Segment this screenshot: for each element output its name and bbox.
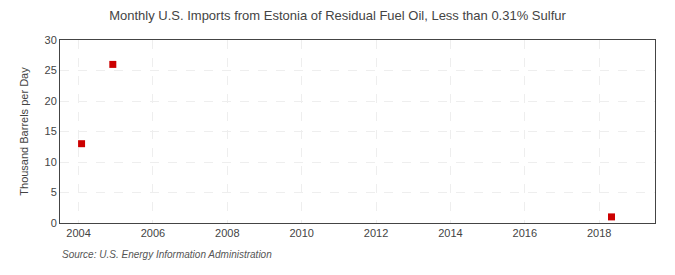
svg-text:2008: 2008 — [215, 227, 239, 239]
svg-text:Source: U.S. Energy Informatio: Source: U.S. Energy Information Administ… — [62, 249, 272, 260]
svg-text:20: 20 — [45, 95, 57, 107]
svg-text:2004: 2004 — [66, 227, 90, 239]
svg-text:25: 25 — [45, 64, 57, 76]
svg-text:2012: 2012 — [364, 227, 388, 239]
svg-text:15: 15 — [45, 125, 57, 137]
svg-text:10: 10 — [45, 156, 57, 168]
svg-text:2018: 2018 — [587, 227, 611, 239]
svg-text:0: 0 — [51, 217, 57, 229]
svg-text:Monthly U.S. Imports from Esto: Monthly U.S. Imports from Estonia of Res… — [109, 8, 566, 23]
svg-text:Thousand Barrels per Day: Thousand Barrels per Day — [18, 67, 30, 196]
svg-text:2010: 2010 — [289, 227, 313, 239]
svg-text:2016: 2016 — [513, 227, 537, 239]
svg-text:30: 30 — [45, 34, 57, 46]
svg-text:2014: 2014 — [438, 227, 462, 239]
svg-text:2006: 2006 — [141, 227, 165, 239]
svg-text:5: 5 — [51, 186, 57, 198]
